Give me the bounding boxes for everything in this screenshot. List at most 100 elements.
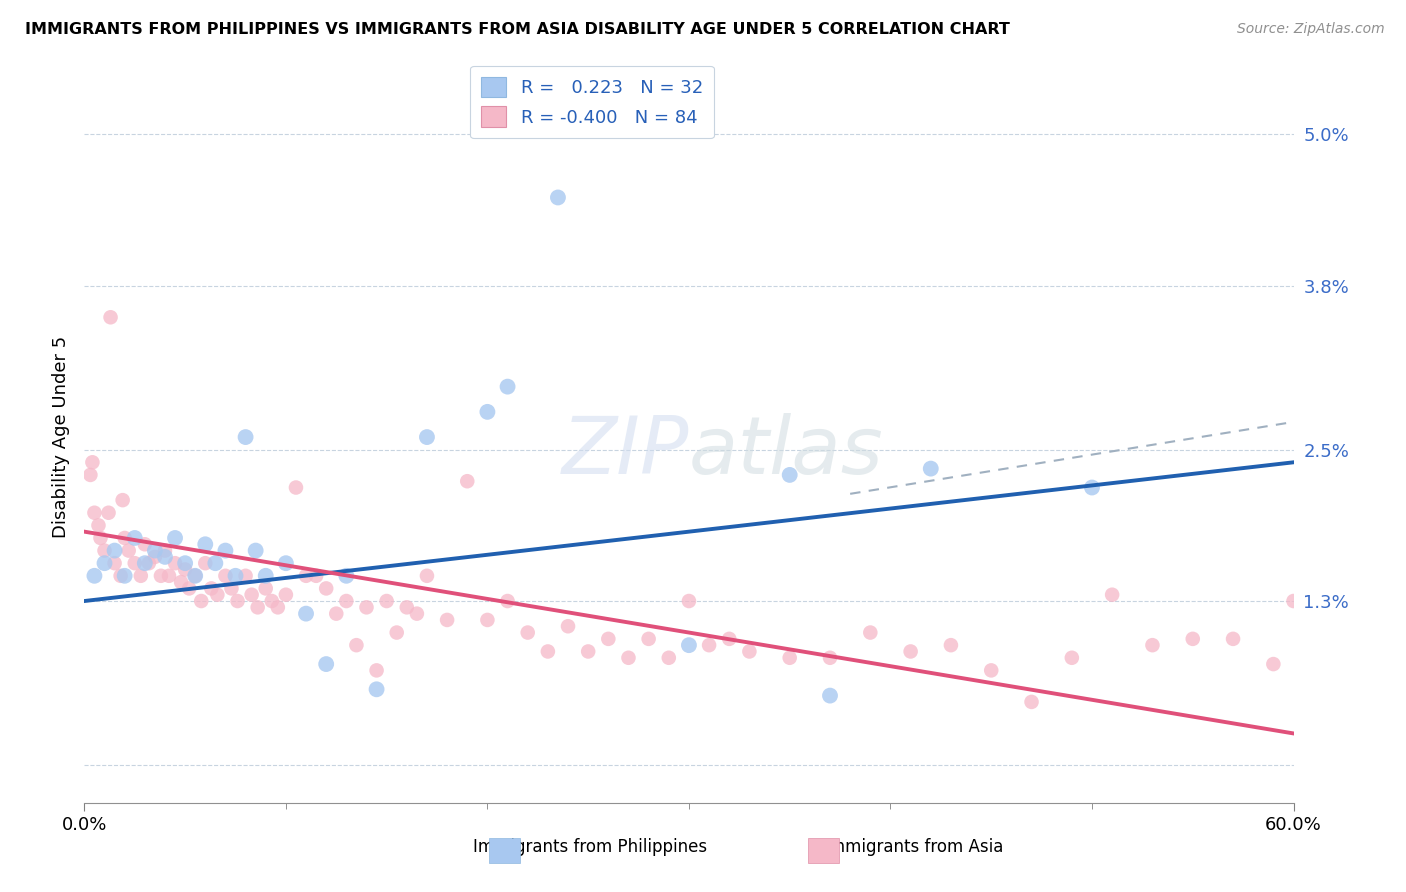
Point xyxy=(153,543,176,558)
Point xyxy=(537,644,560,658)
Text: Immigrants from Asia: Immigrants from Asia xyxy=(824,838,1004,855)
Point xyxy=(124,556,146,570)
Point xyxy=(97,506,120,520)
Point xyxy=(477,613,499,627)
Point xyxy=(285,481,308,495)
Point xyxy=(1282,594,1305,608)
Point xyxy=(111,493,134,508)
Point xyxy=(939,638,962,652)
Point xyxy=(576,644,599,658)
Point xyxy=(165,531,187,545)
Point xyxy=(678,594,700,608)
Point xyxy=(170,575,193,590)
Point xyxy=(900,644,922,658)
Point xyxy=(395,600,418,615)
Point xyxy=(104,556,127,570)
Point xyxy=(697,638,720,652)
Point xyxy=(516,625,538,640)
Point xyxy=(859,625,882,640)
Point xyxy=(477,405,499,419)
Point xyxy=(114,569,136,583)
Point xyxy=(436,613,458,627)
Point xyxy=(295,607,318,621)
Point xyxy=(143,549,166,564)
Point xyxy=(818,689,841,703)
Point xyxy=(315,657,337,671)
Point xyxy=(557,619,579,633)
Point xyxy=(129,569,152,583)
Point xyxy=(221,582,243,596)
Point xyxy=(104,543,127,558)
Point xyxy=(174,562,197,576)
Point xyxy=(194,556,217,570)
Point xyxy=(114,531,136,545)
Point xyxy=(245,543,267,558)
Point xyxy=(305,569,328,583)
Point xyxy=(1101,588,1123,602)
Point xyxy=(406,607,429,621)
Point xyxy=(214,569,236,583)
Point xyxy=(134,537,156,551)
Point xyxy=(1021,695,1043,709)
Point xyxy=(1222,632,1244,646)
Y-axis label: Disability Age Under 5: Disability Age Under 5 xyxy=(52,336,70,538)
Point xyxy=(184,569,207,583)
Point xyxy=(235,430,257,444)
Point xyxy=(179,582,201,596)
Point xyxy=(1142,638,1164,652)
Point xyxy=(416,430,439,444)
Point xyxy=(325,607,347,621)
Point xyxy=(920,461,942,475)
Point xyxy=(1081,481,1104,495)
Point xyxy=(87,518,110,533)
Point xyxy=(779,467,801,482)
Point xyxy=(335,569,357,583)
Point xyxy=(1060,650,1083,665)
Text: Source: ZipAtlas.com: Source: ZipAtlas.com xyxy=(1237,22,1385,37)
Point xyxy=(356,600,378,615)
Point xyxy=(738,644,761,658)
Text: Immigrants from Philippines: Immigrants from Philippines xyxy=(474,838,707,855)
Point xyxy=(235,569,257,583)
Point xyxy=(637,632,659,646)
Point xyxy=(165,556,187,570)
Text: atlas: atlas xyxy=(689,413,884,491)
Point xyxy=(598,632,620,646)
Point xyxy=(366,682,388,697)
Point xyxy=(274,588,297,602)
Text: ZIP: ZIP xyxy=(561,413,689,491)
Point xyxy=(375,594,398,608)
Text: IMMIGRANTS FROM PHILIPPINES VS IMMIGRANTS FROM ASIA DISABILITY AGE UNDER 5 CORRE: IMMIGRANTS FROM PHILIPPINES VS IMMIGRANT… xyxy=(25,22,1010,37)
Legend: R =   0.223   N = 32, R = -0.400   N = 84: R = 0.223 N = 32, R = -0.400 N = 84 xyxy=(471,66,714,138)
Point xyxy=(1181,632,1204,646)
Point xyxy=(366,664,388,678)
Point xyxy=(496,379,519,393)
Point xyxy=(100,310,122,325)
Point xyxy=(153,549,176,564)
Point xyxy=(93,556,115,570)
Point xyxy=(980,664,1002,678)
Point xyxy=(385,625,408,640)
Point xyxy=(82,455,104,469)
Point xyxy=(184,569,207,583)
Point xyxy=(346,638,368,652)
Point xyxy=(267,600,290,615)
Point xyxy=(124,531,146,545)
Point xyxy=(240,588,263,602)
Point xyxy=(254,582,277,596)
Point xyxy=(157,569,180,583)
Point xyxy=(149,569,172,583)
Point xyxy=(496,594,519,608)
Point xyxy=(190,594,212,608)
Point xyxy=(456,474,478,488)
Point xyxy=(260,594,283,608)
Point xyxy=(110,569,132,583)
Point xyxy=(547,190,569,204)
Point xyxy=(225,569,247,583)
Point xyxy=(79,467,101,482)
Point xyxy=(658,650,681,665)
Point xyxy=(138,556,160,570)
Point xyxy=(89,531,111,545)
Point xyxy=(207,588,229,602)
Point xyxy=(214,543,236,558)
